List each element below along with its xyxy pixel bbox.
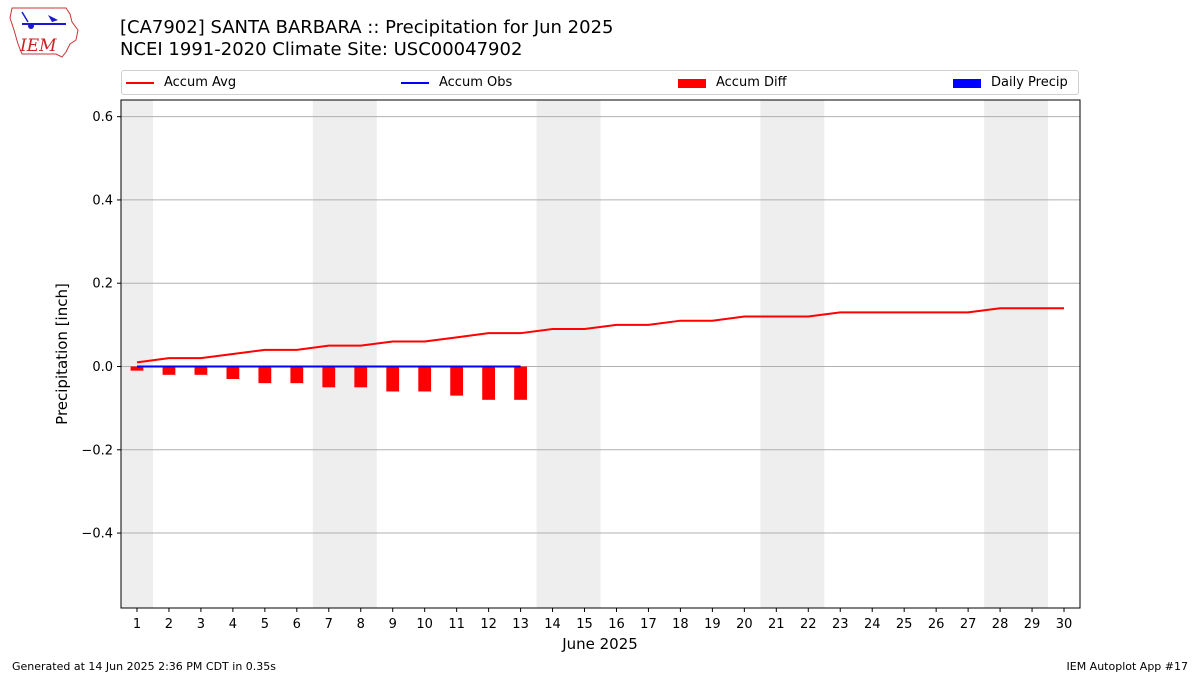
chart-title: [CA7902] SANTA BARBARA :: Precipitation …: [120, 17, 614, 38]
x-tick-label: 15: [576, 617, 593, 632]
accum-diff-bar: [386, 366, 400, 392]
x-tick-label: 30: [1056, 617, 1073, 632]
x-tick-label: 8: [357, 617, 365, 632]
accum-diff-bar: [450, 366, 464, 396]
y-tick-label: 0.2: [92, 277, 113, 292]
logo-text: IEM: [19, 36, 57, 56]
weekend-shading: [312, 100, 377, 608]
chart-subtitle: NCEI 1991-2020 Climate Site: USC00047902: [120, 39, 523, 60]
y-tick-label: −0.4: [81, 527, 113, 542]
footer-generated-text: Generated at 14 Jun 2025 2:36 PM CDT in …: [12, 660, 277, 673]
chart-title-block: [CA7902] SANTA BARBARA :: Precipitation …: [120, 17, 613, 61]
legend-swatch: [401, 82, 429, 84]
weekend-shading: [121, 100, 153, 608]
weekend-shading: [536, 100, 601, 608]
x-tick-label: 13: [512, 617, 529, 632]
x-tick-label: 6: [293, 617, 301, 632]
x-tick-label: 28: [992, 617, 1009, 632]
x-tick-label: 14: [544, 617, 561, 632]
footer-app-text: IEM Autoplot App #17: [1066, 660, 1189, 673]
x-tick-label: 18: [672, 617, 689, 632]
x-tick-label: 2: [165, 617, 173, 632]
x-tick-label: 3: [197, 617, 205, 632]
x-tick-label: 19: [704, 617, 721, 632]
accum-diff-bar: [194, 366, 208, 375]
accum-diff-bar: [418, 366, 432, 392]
legend-label: Accum Obs: [439, 75, 513, 90]
accum-diff-bar: [482, 366, 496, 400]
y-tick-label: 0.0: [92, 360, 113, 375]
y-axis-label: Precipitation [inch]: [53, 283, 71, 425]
x-tick-label: 26: [928, 617, 945, 632]
x-tick-label: 17: [640, 617, 657, 632]
y-tick-label: 0.6: [92, 110, 113, 125]
x-tick-label: 1: [133, 617, 141, 632]
chart-legend: Accum Avg Accum Obs Accum Diff Daily Pre…: [121, 70, 1079, 95]
accum-diff-bar: [514, 366, 527, 400]
x-tick-label: 25: [896, 617, 913, 632]
legend-item-accum-avg: Accum Avg: [126, 75, 236, 91]
legend-item-accum-diff: Accum Diff: [678, 75, 787, 91]
x-tick-label: 21: [768, 617, 785, 632]
accum-diff-bar: [130, 366, 144, 371]
x-tick-label: 11: [448, 617, 465, 632]
x-tick-label: 23: [832, 617, 849, 632]
legend-item-daily-precip: Daily Precip: [953, 75, 1068, 91]
accum-diff-bar: [226, 366, 240, 379]
legend-label: Accum Diff: [716, 75, 787, 90]
weekend-shading: [760, 100, 825, 608]
accum-diff-bar: [322, 366, 336, 388]
x-tick-label: 5: [261, 617, 269, 632]
accum-diff-bar: [258, 366, 272, 384]
weekend-shading: [984, 100, 1049, 608]
plot-frame: [120, 99, 1081, 609]
x-tick-label: 12: [480, 617, 497, 632]
x-tick-label: 29: [1024, 617, 1041, 632]
x-tick-label: 16: [608, 617, 625, 632]
x-tick-label: 4: [229, 617, 237, 632]
legend-swatch: [953, 78, 981, 88]
y-tick-label: 0.4: [92, 193, 113, 208]
x-tick-label: 20: [736, 617, 753, 632]
legend-label: Daily Precip: [991, 75, 1068, 90]
legend-item-accum-obs: Accum Obs: [401, 75, 512, 91]
accum-avg-line: [136, 307, 1065, 364]
x-tick-label: 24: [864, 617, 881, 632]
iem-logo: IEM: [9, 7, 79, 58]
x-tick-label: 9: [389, 617, 397, 632]
legend-swatch: [126, 82, 154, 84]
x-tick-label: 27: [960, 617, 977, 632]
legend-swatch: [678, 78, 706, 88]
accum-diff-bar: [162, 366, 176, 375]
accum-diff-bar: [354, 366, 368, 388]
legend-label: Accum Avg: [164, 75, 237, 90]
accum-diff-bar: [290, 366, 304, 384]
x-tick-label: 10: [416, 617, 433, 632]
x-tick-label: 7: [325, 617, 333, 632]
x-tick-label: 22: [800, 617, 817, 632]
x-axis-label: June 2025: [561, 635, 638, 653]
y-tick-label: −0.2: [81, 443, 113, 458]
